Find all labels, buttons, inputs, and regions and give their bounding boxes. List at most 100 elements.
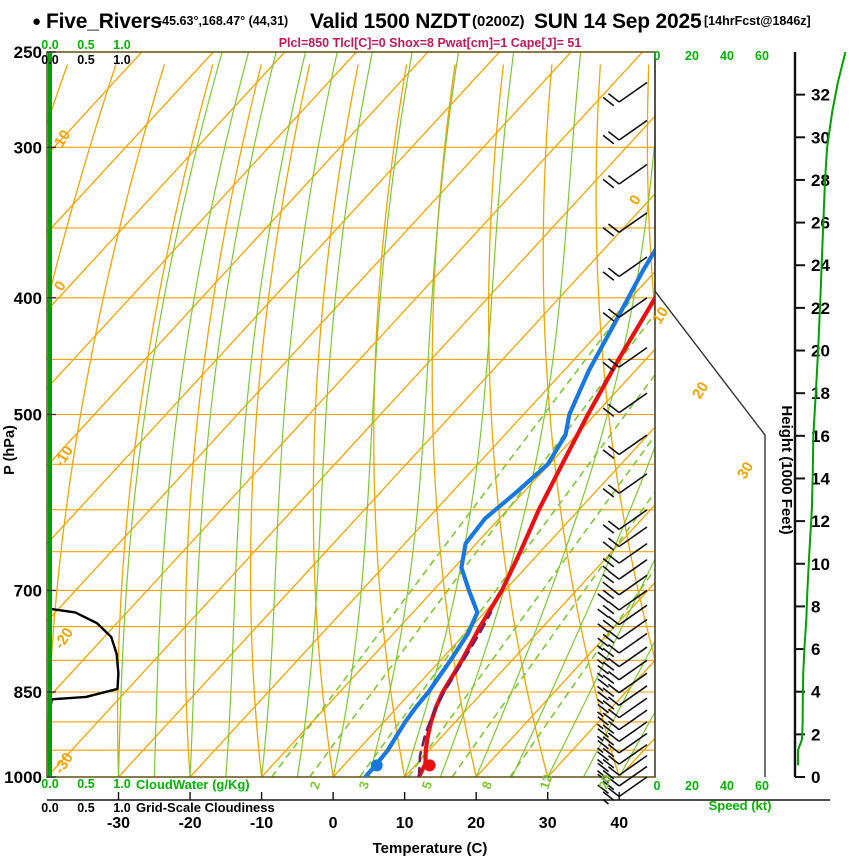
temperature-tick-label: -20: [178, 815, 201, 832]
mixing-ratio-line: [407, 434, 655, 777]
wind-barb-half: [602, 581, 610, 588]
wind-barb-full: [602, 589, 615, 600]
wind-barb: [597, 659, 648, 692]
moist-adiabat-line: [117, 52, 223, 777]
wind-barb-half: [597, 735, 604, 742]
mixing-ratio-line: [308, 312, 655, 777]
wind-barb: [597, 589, 648, 619]
isotherm-label-right: 10: [649, 304, 672, 327]
isotherm-line: [404, 503, 655, 777]
mixing-ratio-line: [359, 373, 655, 777]
wind-barb-full: [597, 608, 609, 619]
cloudwater-tick-bottom: 1.0: [113, 777, 130, 791]
station-name: Five_Rivers: [46, 10, 162, 33]
wind-barb-full: [602, 700, 615, 710]
temperature-tick-label: 10: [396, 815, 414, 832]
wind-barb-full: [607, 787, 620, 798]
moist-adiabat-line: [368, 52, 460, 777]
dry-adiabat-line: [542, 64, 620, 777]
wind-barb-full: [607, 743, 620, 754]
moist-adiabat-line: [189, 52, 277, 777]
valid-utc: (0200Z): [472, 13, 525, 30]
isotherm-line: [332, 426, 655, 777]
wind-barb-full: [602, 674, 615, 685]
cloudwater-tick-bottom: 0.0: [41, 777, 58, 791]
isotherm-label-left: -30: [51, 750, 77, 777]
wind-barb-full: [602, 736, 615, 746]
speed-tick-label: 0: [654, 49, 661, 63]
cloudwater-tick-top: 1.0: [113, 38, 130, 52]
wind-barb: [597, 743, 648, 776]
dry-adiabat-line: [184, 64, 262, 777]
wind-barb-full: [597, 773, 609, 784]
wind-barb-full: [602, 557, 615, 568]
moist-adiabat-line: [404, 52, 515, 777]
dry-adiabat-line: [373, 64, 408, 777]
wind-barb-full: [602, 227, 615, 237]
wind-barb-panel: [597, 52, 656, 805]
dry-adiabat-line: [843, 64, 850, 777]
isotherm-line: [47, 52, 572, 623]
wind-barb-full: [607, 570, 620, 580]
temperature-tick-label: 30: [539, 815, 557, 832]
speed-tick-label: 60: [755, 49, 769, 63]
wind-barb: [602, 434, 648, 459]
wind-barb-full: [602, 769, 615, 780]
cloudiness-tick-bottom: 0.5: [77, 801, 94, 815]
cloudiness-legend: Grid-Scale Cloudiness: [136, 800, 275, 815]
cloudiness-tick-top: 0.0: [41, 53, 58, 67]
speed-tick-label-bottom: 20: [685, 779, 699, 793]
moist-adiabat-line: [260, 52, 338, 777]
dry-adiabat-line: [431, 64, 477, 777]
wind-barb-full: [607, 776, 620, 787]
wind-barb: [602, 542, 648, 572]
wind-barb-full: [597, 762, 609, 773]
wind-barb-full: [602, 747, 615, 758]
wind-barb: [602, 559, 648, 588]
station-coords: -45.63°,168.47° (44,31): [158, 14, 288, 28]
isotherm-label-right: 30: [734, 459, 757, 482]
height-profile-curve: [796, 52, 847, 766]
wind-barb-full: [607, 630, 620, 640]
wind-barb: [602, 526, 648, 551]
wind-barb: [597, 732, 648, 765]
valid-time: Valid 1500 NZDT: [310, 10, 471, 33]
pressure-tick-label: 700: [14, 581, 42, 600]
wind-barb-full: [607, 358, 620, 368]
isotherm-line: [47, 52, 214, 234]
wind-barb-full: [607, 403, 620, 414]
wind-barb-full: [602, 178, 615, 189]
moist-adiabat-line: [547, 557, 655, 777]
dry-adiabat-line: [47, 64, 117, 307]
temperature-tick-label: -10: [250, 815, 273, 832]
wind-barb-full: [602, 712, 615, 722]
mixing-ratio-line: [271, 297, 634, 777]
wind-barb-full: [607, 537, 620, 548]
wind-barb: [597, 754, 648, 784]
moist-adiabat-line: [439, 52, 582, 777]
wind-barb-full: [602, 758, 615, 769]
wind-barb-full: [607, 520, 620, 530]
moist-adiabat-line: [296, 52, 373, 777]
speed-tick-label-bottom: 60: [755, 779, 769, 793]
wind-barb-half: [602, 565, 610, 572]
isotherm-label-left: -10: [51, 443, 77, 470]
wind-barb-full: [607, 267, 620, 278]
mixing-ratio-line: [509, 567, 655, 777]
temperature-axis-label: Temperature (C): [373, 840, 488, 857]
pressure-tick-label: 850: [14, 683, 42, 702]
isotherm-label-left: -20: [51, 625, 77, 652]
wind-barb: [602, 346, 648, 372]
wind-barb-full: [597, 623, 609, 633]
isotherm-label-right: 0: [626, 192, 645, 208]
wind-barb-half: [597, 658, 604, 665]
wind-barb-full: [607, 484, 620, 494]
mixing-ratio-label: 20: [596, 773, 615, 791]
wind-barb-half: [597, 645, 604, 651]
isotherm-line: [47, 52, 357, 390]
dry-adiabat-line: [116, 64, 214, 777]
isotherm-line: [762, 52, 850, 777]
